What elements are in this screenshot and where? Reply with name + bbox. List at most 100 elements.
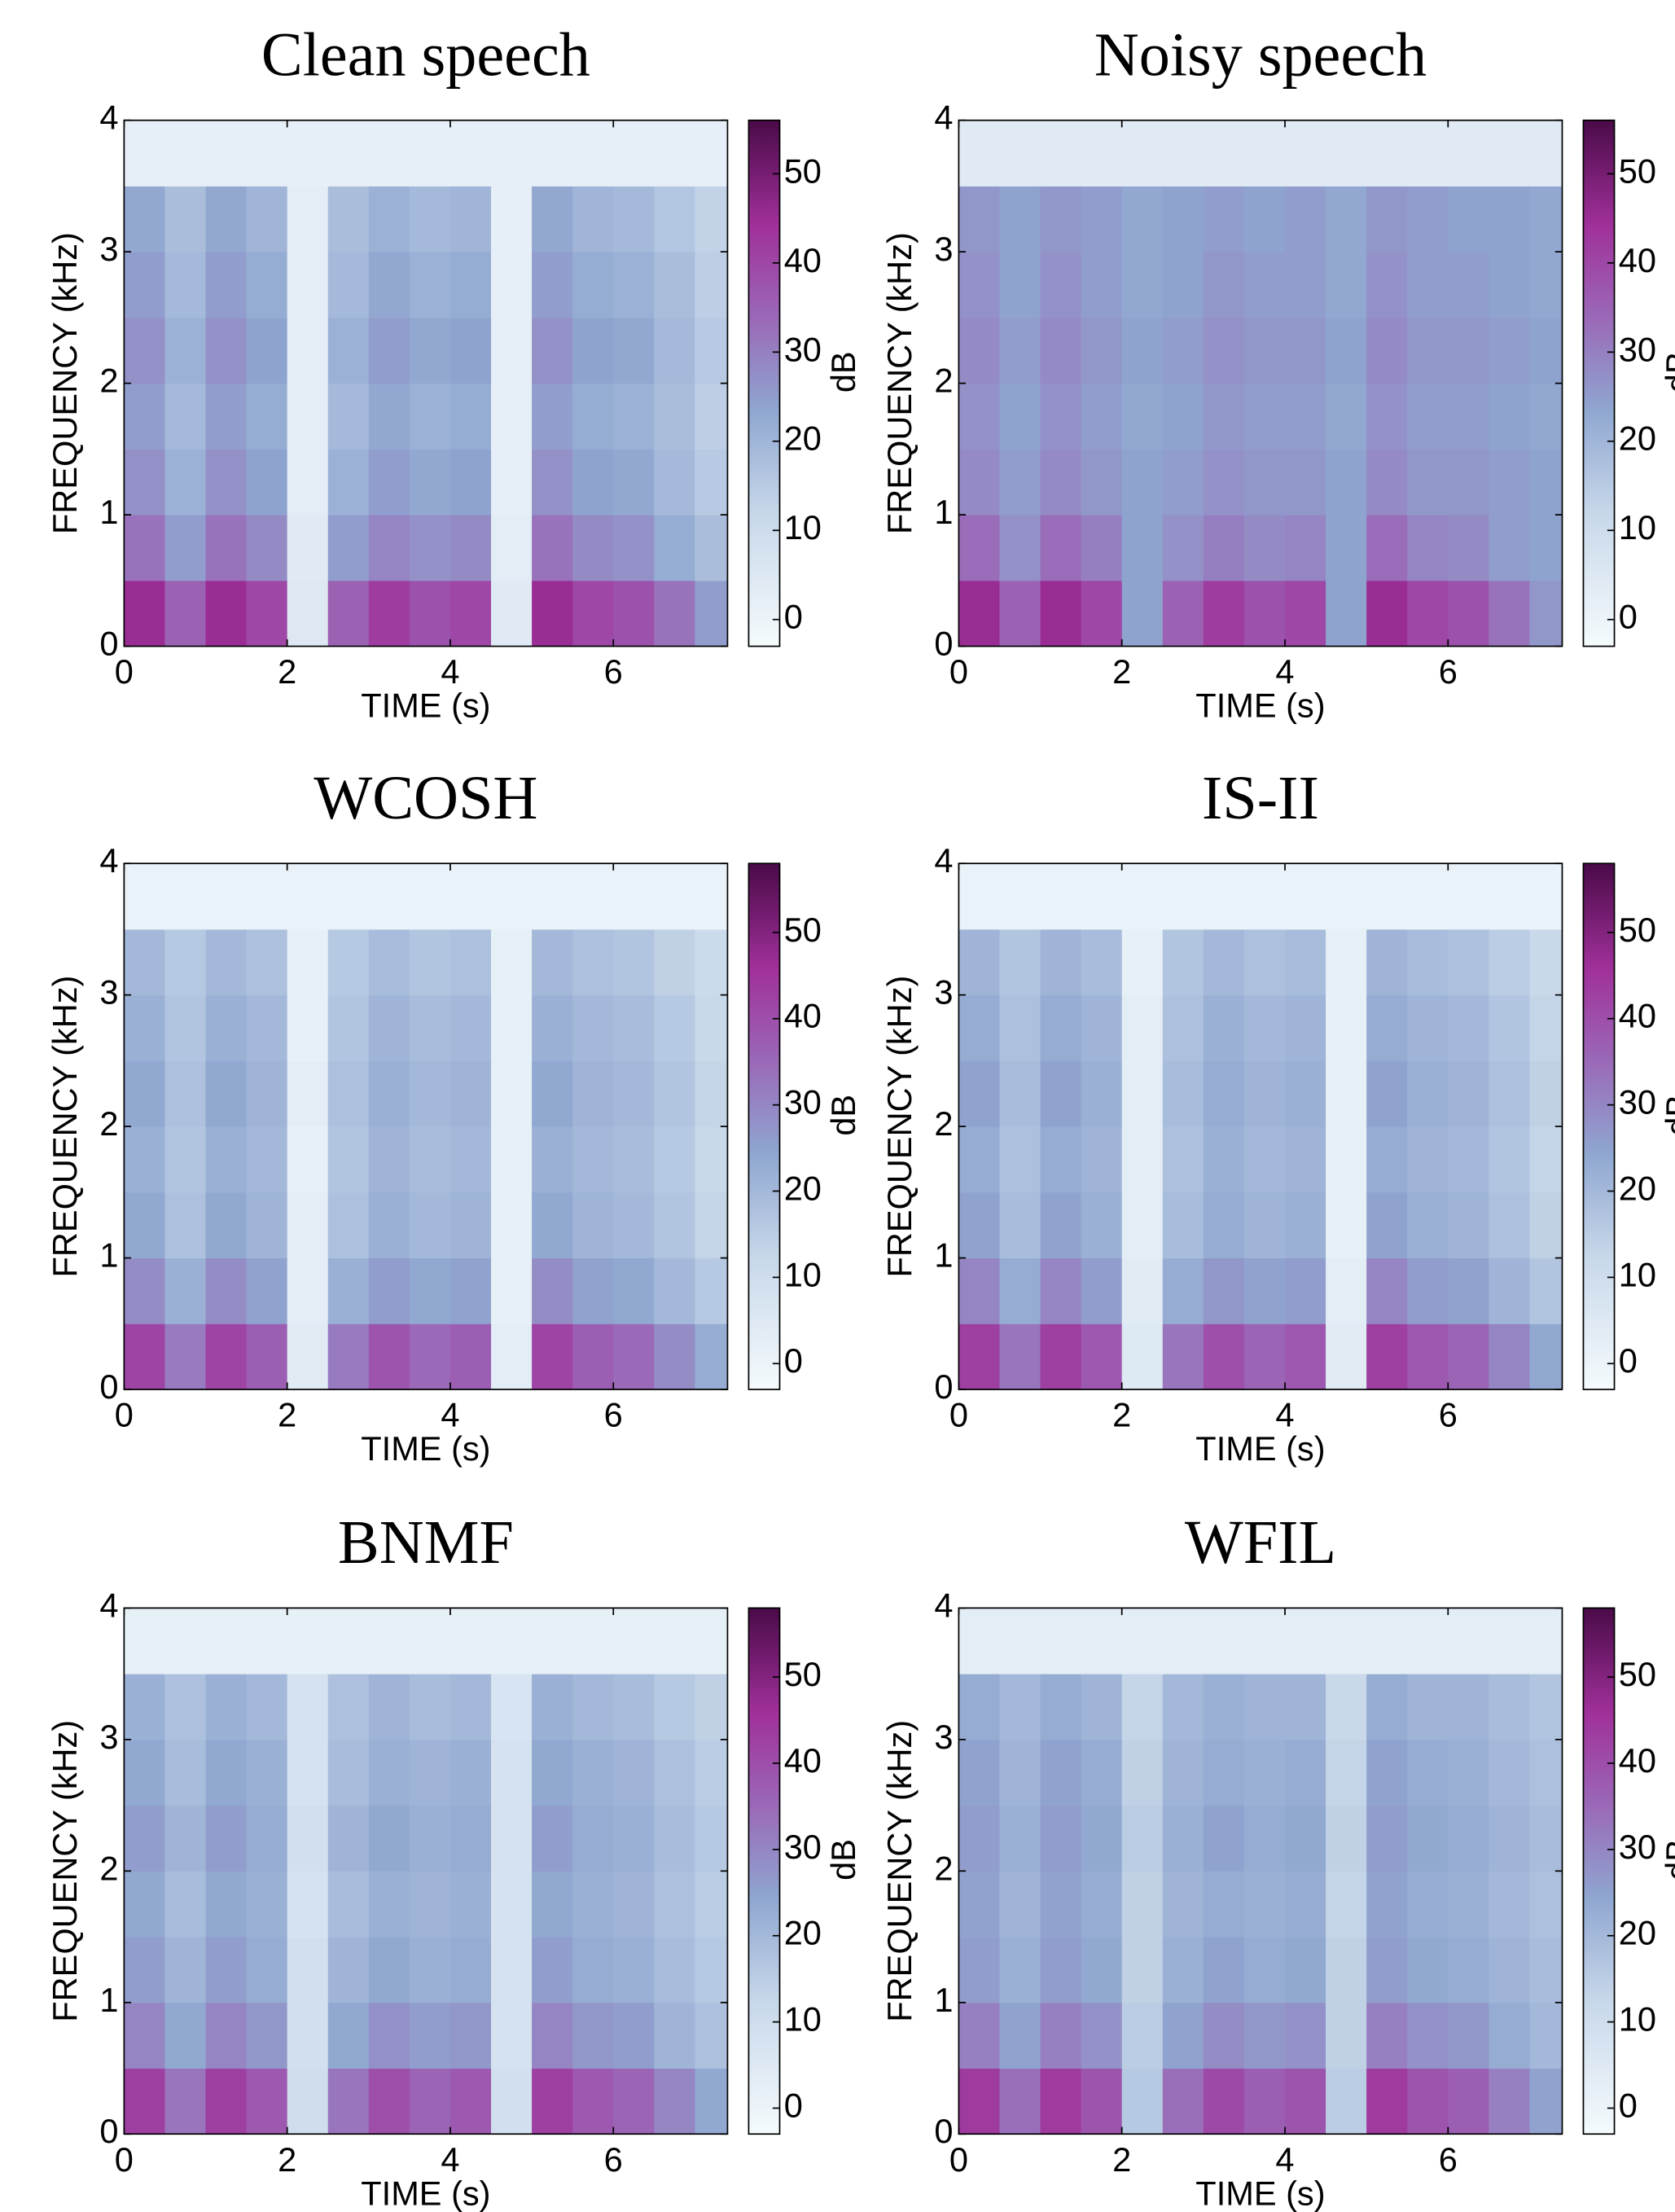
x-tick-label: 0	[949, 652, 968, 691]
cell	[958, 1739, 1000, 1806]
x-tick-label: 4	[1275, 652, 1294, 691]
cell	[1407, 580, 1449, 647]
cell	[532, 515, 573, 582]
cell	[613, 186, 655, 252]
cell	[654, 1674, 695, 1740]
cell	[1162, 580, 1204, 647]
cell	[613, 383, 655, 450]
cell	[124, 1739, 165, 1806]
cell	[1529, 994, 1563, 1061]
cell	[1121, 1805, 1164, 1872]
cell	[491, 120, 533, 187]
cell	[1162, 928, 1204, 996]
cell	[368, 1871, 410, 1938]
cell	[1162, 120, 1204, 187]
cell	[164, 1192, 207, 1259]
cell	[1366, 580, 1408, 647]
cell	[124, 928, 165, 996]
cell	[205, 1871, 248, 1938]
cell	[1040, 1739, 1082, 1806]
cell	[1243, 1192, 1286, 1259]
colorbar-tick-label: 10	[784, 508, 822, 546]
cell	[287, 252, 329, 318]
cell	[1366, 1805, 1408, 1872]
cell	[695, 2002, 728, 2069]
colorbar-tick-label: 20	[784, 419, 822, 458]
cell	[654, 1257, 695, 1324]
y-tick-label: 4	[99, 99, 118, 137]
cell	[1407, 383, 1449, 450]
cell	[1040, 1674, 1082, 1740]
cell	[368, 580, 410, 647]
cell	[1243, 1257, 1286, 1324]
cell	[1529, 1060, 1563, 1127]
colorbar-tick-label: 40	[1619, 1741, 1656, 1780]
colorbar-tick-label: 30	[784, 330, 822, 368]
y-tick-label: 2	[99, 1104, 118, 1143]
cell	[205, 383, 248, 450]
cell	[1448, 2002, 1489, 2069]
cell	[1081, 186, 1123, 252]
y-tick-label: 3	[934, 973, 953, 1012]
cell	[124, 383, 165, 450]
cell	[1040, 1060, 1082, 1127]
cell	[449, 1192, 492, 1259]
cell	[1040, 1257, 1082, 1324]
cell	[164, 994, 207, 1061]
cell	[124, 186, 165, 252]
colorbar-tick-label: 0	[1619, 1341, 1638, 1380]
cell	[1407, 1871, 1449, 1938]
y-tick-label: 2	[99, 362, 118, 400]
cell	[409, 1608, 451, 1674]
x-tick-label: 2	[1112, 652, 1131, 691]
cell	[572, 1192, 614, 1259]
cell	[164, 383, 207, 450]
cell	[654, 1871, 695, 1938]
cell	[1162, 186, 1204, 252]
y-tick-label: 4	[934, 1586, 953, 1624]
cell	[958, 1871, 1000, 1938]
cell	[999, 1192, 1041, 1259]
x-axis-label: TIME (s)	[361, 1429, 490, 1468]
x-tick-label: 2	[1112, 1396, 1131, 1434]
x-axis-label: TIME (s)	[361, 687, 490, 725]
cell	[246, 1126, 288, 1193]
cell	[999, 1871, 1041, 1938]
cell	[1081, 580, 1123, 647]
cell	[1448, 1871, 1489, 1938]
cell	[409, 994, 451, 1061]
cell	[124, 1323, 165, 1390]
cell	[1203, 1126, 1245, 1193]
cell	[999, 863, 1041, 930]
cell	[1326, 1674, 1367, 1740]
cell	[368, 928, 410, 996]
cell	[1162, 1060, 1204, 1127]
cell	[1366, 1126, 1408, 1193]
y-tick-label: 3	[934, 1718, 953, 1756]
cell	[287, 928, 329, 996]
cell	[1121, 383, 1164, 450]
cell	[532, 252, 573, 318]
cell	[368, 1257, 410, 1324]
cell	[532, 1739, 573, 1806]
cell	[1284, 515, 1326, 582]
y-axis-label: FREQUENCY (kHz)	[880, 232, 919, 534]
cell	[1081, 1323, 1123, 1390]
cell	[1489, 863, 1530, 930]
cell	[327, 2068, 370, 2135]
cell	[491, 515, 533, 582]
colorbar-tick-label: 20	[784, 1169, 822, 1207]
chart-title: IS-II	[1202, 764, 1319, 832]
cell	[1040, 1805, 1082, 1872]
cell	[1243, 1608, 1286, 1674]
cell	[613, 120, 655, 187]
cell	[1243, 449, 1286, 516]
y-tick-label: 3	[99, 230, 118, 268]
cell	[287, 1937, 329, 2004]
colorbar-tick-label: 20	[1619, 419, 1656, 458]
cell	[999, 994, 1041, 1061]
cell	[1162, 994, 1204, 1061]
cell	[124, 1060, 165, 1127]
cell	[164, 1323, 207, 1390]
x-tick-label: 6	[604, 1396, 623, 1434]
